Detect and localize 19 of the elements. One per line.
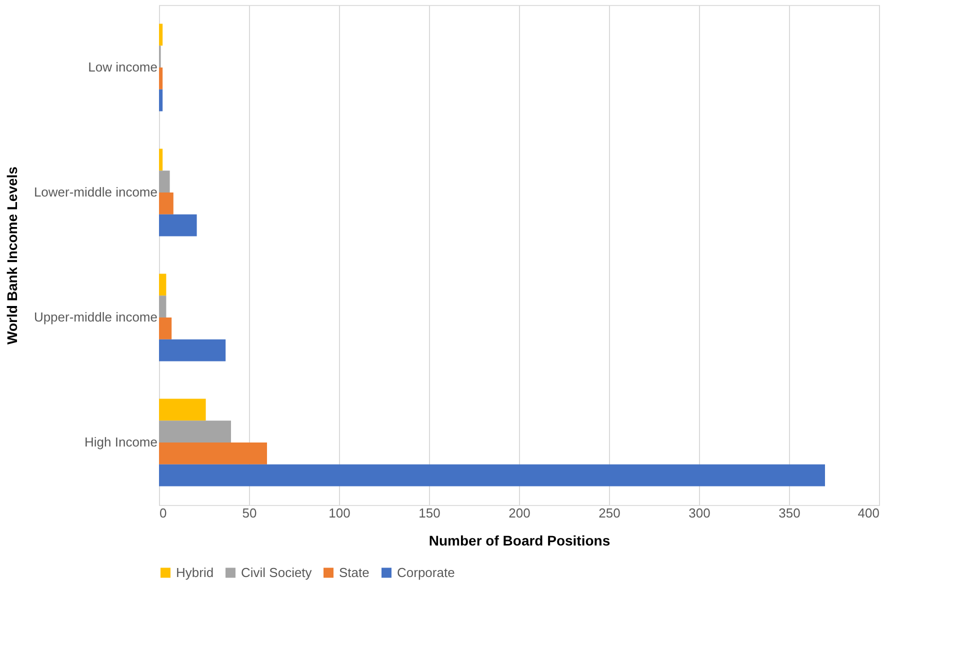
x-tick-label: 200 xyxy=(508,506,530,520)
x-tick-label: 300 xyxy=(688,506,710,520)
x-tick-label: 250 xyxy=(598,506,620,520)
x-tick-label: 350 xyxy=(778,506,800,520)
legend-label: Corporate xyxy=(397,564,455,580)
x-tick-label: 0 xyxy=(160,506,167,520)
legend-label: Hybrid xyxy=(176,564,214,580)
x-tick-label: 50 xyxy=(242,506,257,520)
y-tick-label: Low income xyxy=(88,60,158,74)
x-tick-label: 150 xyxy=(418,506,440,520)
x-axis-title: Number of Board Positions xyxy=(428,532,610,548)
x-tick-label: 400 xyxy=(858,506,880,520)
y-axis-title: World Bank Income Levels xyxy=(4,166,20,344)
y-tick-label: Lower-middle income xyxy=(34,184,158,200)
legend-label: State xyxy=(339,564,370,580)
y-tick-label: High Income xyxy=(84,434,158,450)
y-tick-label: Upper-middle income xyxy=(34,310,158,324)
x-tick-label: 100 xyxy=(328,506,350,520)
legend-label: Civil Society xyxy=(241,564,312,580)
